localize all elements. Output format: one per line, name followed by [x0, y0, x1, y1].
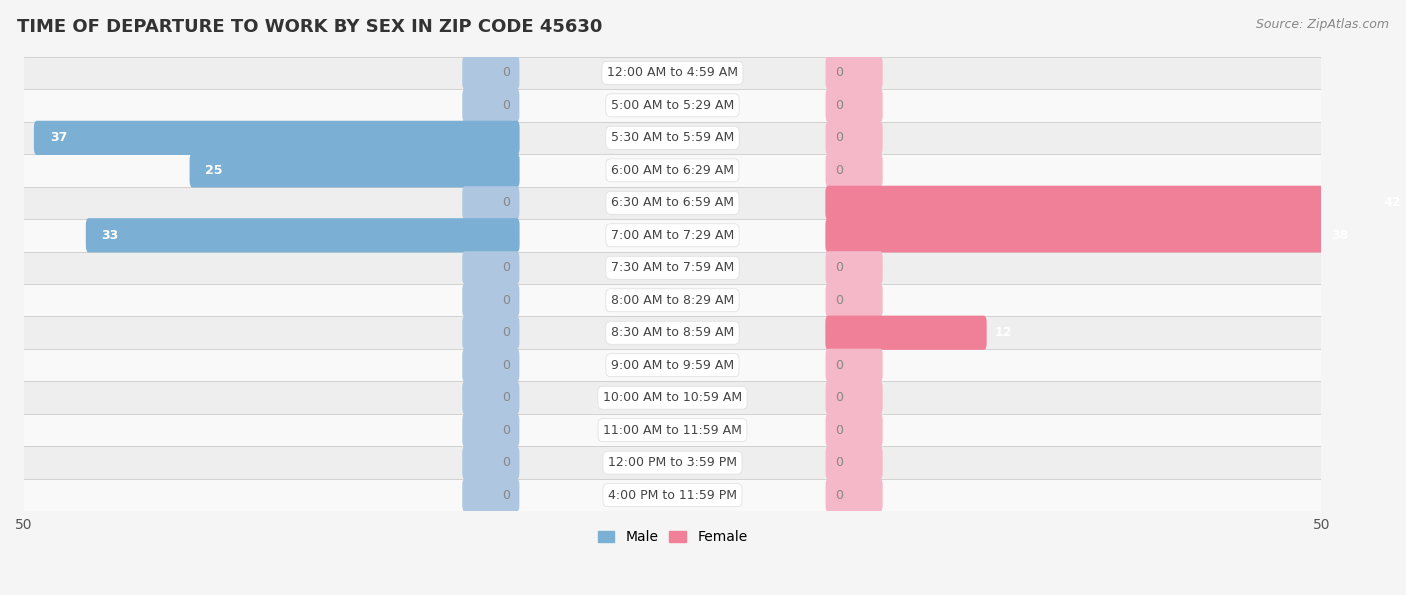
FancyBboxPatch shape — [825, 478, 883, 512]
Text: 0: 0 — [835, 424, 842, 437]
FancyBboxPatch shape — [463, 251, 519, 284]
Text: 0: 0 — [502, 456, 510, 469]
Text: 7:00 AM to 7:29 AM: 7:00 AM to 7:29 AM — [610, 229, 734, 242]
FancyBboxPatch shape — [825, 57, 883, 89]
FancyBboxPatch shape — [463, 478, 519, 512]
FancyBboxPatch shape — [463, 446, 519, 479]
Text: 42: 42 — [1384, 196, 1400, 209]
FancyBboxPatch shape — [825, 218, 1324, 252]
FancyBboxPatch shape — [825, 89, 883, 122]
FancyBboxPatch shape — [463, 57, 519, 89]
FancyBboxPatch shape — [463, 349, 519, 382]
Text: 12:00 AM to 4:59 AM: 12:00 AM to 4:59 AM — [607, 67, 738, 79]
FancyBboxPatch shape — [463, 89, 519, 122]
Bar — [24, 479, 1322, 511]
FancyBboxPatch shape — [463, 186, 519, 220]
Text: 6:30 AM to 6:59 AM: 6:30 AM to 6:59 AM — [612, 196, 734, 209]
FancyBboxPatch shape — [825, 186, 1376, 220]
Text: 0: 0 — [835, 99, 842, 112]
Text: 0: 0 — [835, 294, 842, 307]
Text: 0: 0 — [502, 294, 510, 307]
Text: 11:00 AM to 11:59 AM: 11:00 AM to 11:59 AM — [603, 424, 742, 437]
FancyBboxPatch shape — [86, 218, 520, 252]
Text: 0: 0 — [835, 261, 842, 274]
Bar — [24, 381, 1322, 414]
Bar — [24, 252, 1322, 284]
Text: 0: 0 — [502, 326, 510, 339]
Bar — [24, 414, 1322, 446]
Text: 4:00 PM to 11:59 PM: 4:00 PM to 11:59 PM — [607, 488, 737, 502]
Text: 5:30 AM to 5:59 AM: 5:30 AM to 5:59 AM — [610, 131, 734, 145]
FancyBboxPatch shape — [190, 154, 520, 187]
FancyBboxPatch shape — [825, 251, 883, 284]
FancyBboxPatch shape — [825, 284, 883, 317]
Text: 0: 0 — [835, 164, 842, 177]
Bar — [24, 219, 1322, 252]
FancyBboxPatch shape — [825, 414, 883, 447]
Text: 0: 0 — [502, 67, 510, 79]
Text: 0: 0 — [502, 261, 510, 274]
FancyBboxPatch shape — [825, 349, 883, 382]
Text: 0: 0 — [835, 131, 842, 145]
Text: TIME OF DEPARTURE TO WORK BY SEX IN ZIP CODE 45630: TIME OF DEPARTURE TO WORK BY SEX IN ZIP … — [17, 18, 602, 36]
Text: 0: 0 — [502, 391, 510, 404]
Bar — [24, 57, 1322, 89]
Text: 5:00 AM to 5:29 AM: 5:00 AM to 5:29 AM — [610, 99, 734, 112]
Text: 37: 37 — [49, 131, 67, 145]
Text: 0: 0 — [502, 488, 510, 502]
Text: 0: 0 — [502, 196, 510, 209]
Text: 0: 0 — [502, 424, 510, 437]
Bar — [24, 121, 1322, 154]
Bar — [24, 317, 1322, 349]
FancyBboxPatch shape — [825, 121, 883, 155]
Text: 12: 12 — [994, 326, 1012, 339]
Text: 0: 0 — [502, 99, 510, 112]
FancyBboxPatch shape — [825, 315, 987, 350]
Bar — [24, 446, 1322, 479]
Text: 10:00 AM to 10:59 AM: 10:00 AM to 10:59 AM — [603, 391, 742, 404]
Bar — [24, 284, 1322, 317]
Bar — [24, 349, 1322, 381]
Text: 9:00 AM to 9:59 AM: 9:00 AM to 9:59 AM — [612, 359, 734, 372]
Text: 0: 0 — [835, 456, 842, 469]
Text: 25: 25 — [205, 164, 224, 177]
FancyBboxPatch shape — [463, 381, 519, 414]
Text: 6:00 AM to 6:29 AM: 6:00 AM to 6:29 AM — [612, 164, 734, 177]
Text: 8:30 AM to 8:59 AM: 8:30 AM to 8:59 AM — [610, 326, 734, 339]
Text: 0: 0 — [835, 67, 842, 79]
FancyBboxPatch shape — [463, 284, 519, 317]
FancyBboxPatch shape — [825, 446, 883, 479]
Text: 0: 0 — [835, 391, 842, 404]
FancyBboxPatch shape — [463, 316, 519, 349]
Bar — [24, 187, 1322, 219]
FancyBboxPatch shape — [463, 414, 519, 447]
Text: 12:00 PM to 3:59 PM: 12:00 PM to 3:59 PM — [607, 456, 737, 469]
Bar — [24, 89, 1322, 121]
Text: 0: 0 — [502, 359, 510, 372]
Text: Source: ZipAtlas.com: Source: ZipAtlas.com — [1256, 18, 1389, 31]
FancyBboxPatch shape — [825, 154, 883, 187]
FancyBboxPatch shape — [825, 381, 883, 414]
Text: 33: 33 — [101, 229, 120, 242]
Text: 0: 0 — [835, 488, 842, 502]
Bar — [24, 154, 1322, 187]
Text: 7:30 AM to 7:59 AM: 7:30 AM to 7:59 AM — [610, 261, 734, 274]
Legend: Male, Female: Male, Female — [592, 525, 754, 550]
Text: 38: 38 — [1331, 229, 1348, 242]
Text: 8:00 AM to 8:29 AM: 8:00 AM to 8:29 AM — [610, 294, 734, 307]
FancyBboxPatch shape — [34, 121, 520, 155]
Text: 0: 0 — [835, 359, 842, 372]
